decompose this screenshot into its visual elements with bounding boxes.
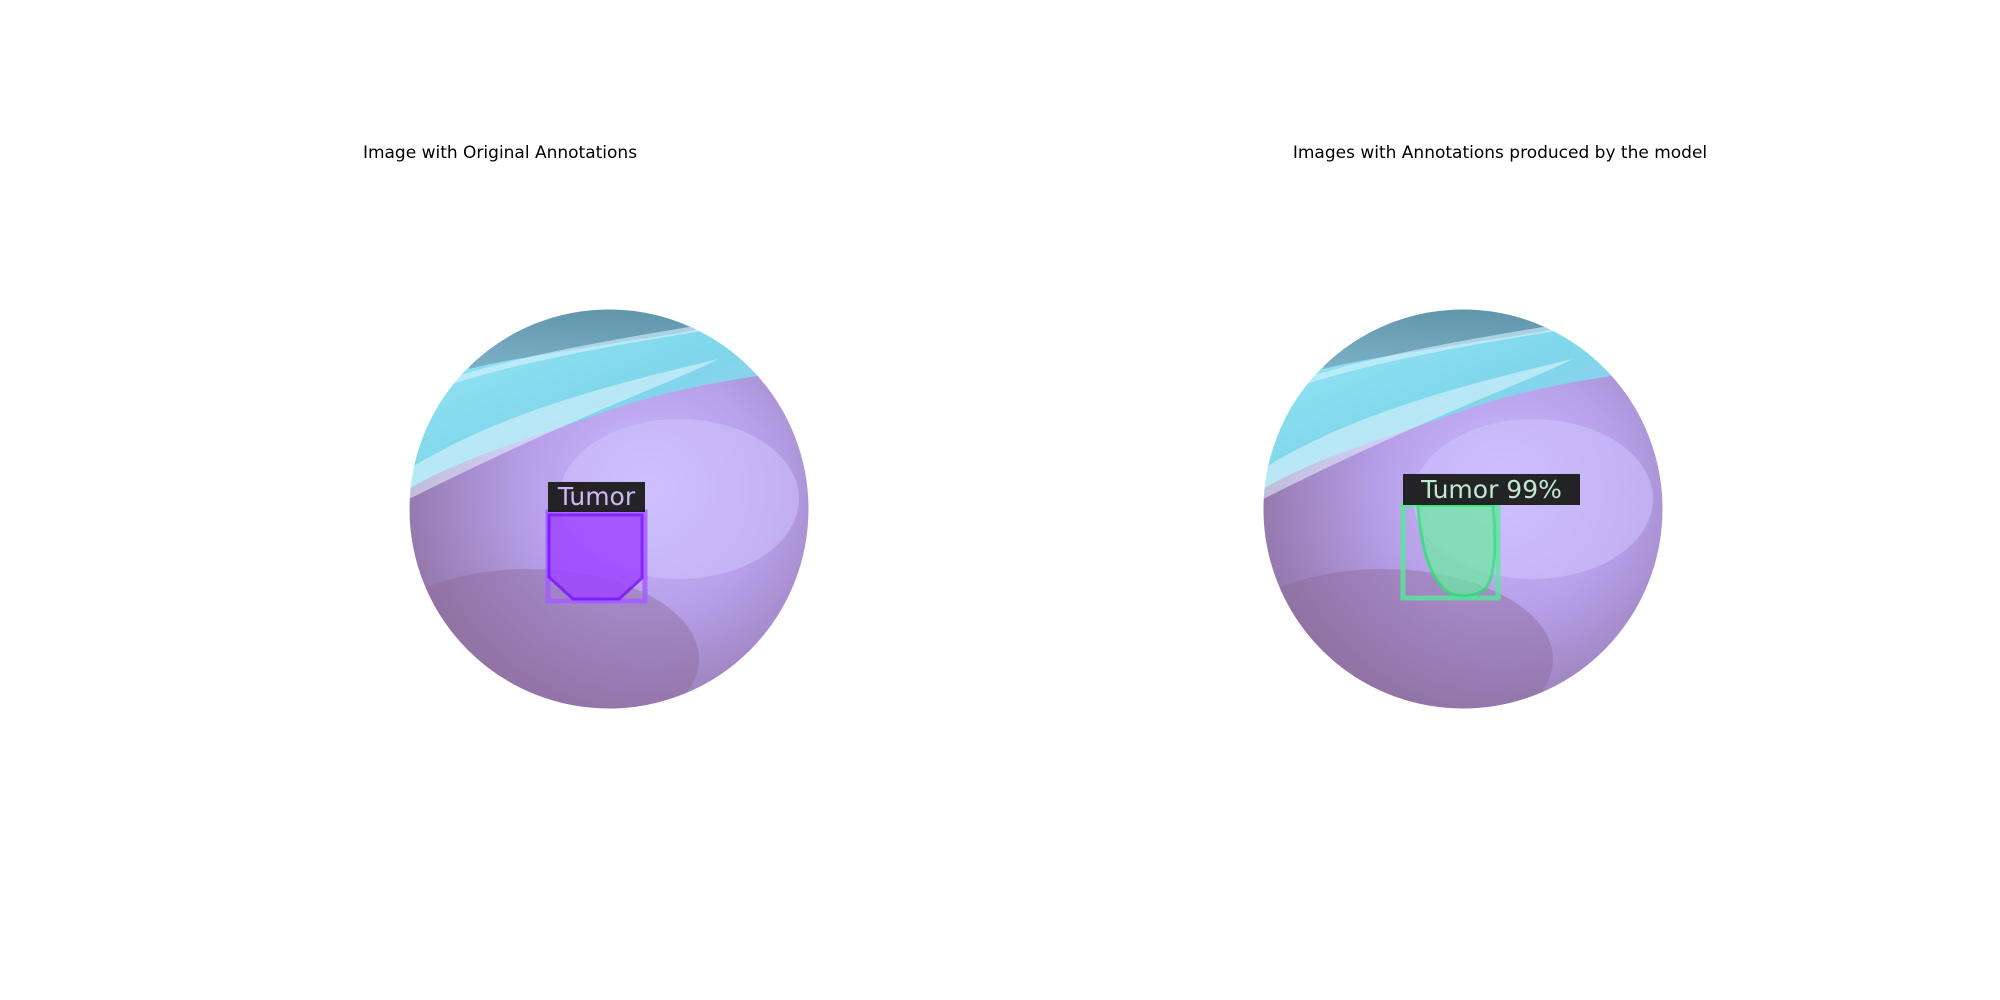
tissue-image-original: [408, 308, 810, 710]
annotation-label: [548, 482, 645, 512]
tissue-image-model: [1262, 308, 1664, 710]
panel-model-annotations: Images with Annotations produced by the …: [1000, 0, 2000, 1000]
annotation-label: [1403, 474, 1580, 505]
annotation-label-text: Tumor: [557, 482, 636, 511]
panel-title: Image with Original Annotations: [362, 143, 638, 163]
tumor-annotation-ground-truth: [545, 509, 648, 604]
panel-title: Images with Annotations produced by the …: [1292, 143, 1708, 163]
annotation-label-text: Tumor 99%: [1421, 475, 1562, 504]
panel-original-annotations: Image with Original Annotations Tumor: [362, 143, 810, 710]
